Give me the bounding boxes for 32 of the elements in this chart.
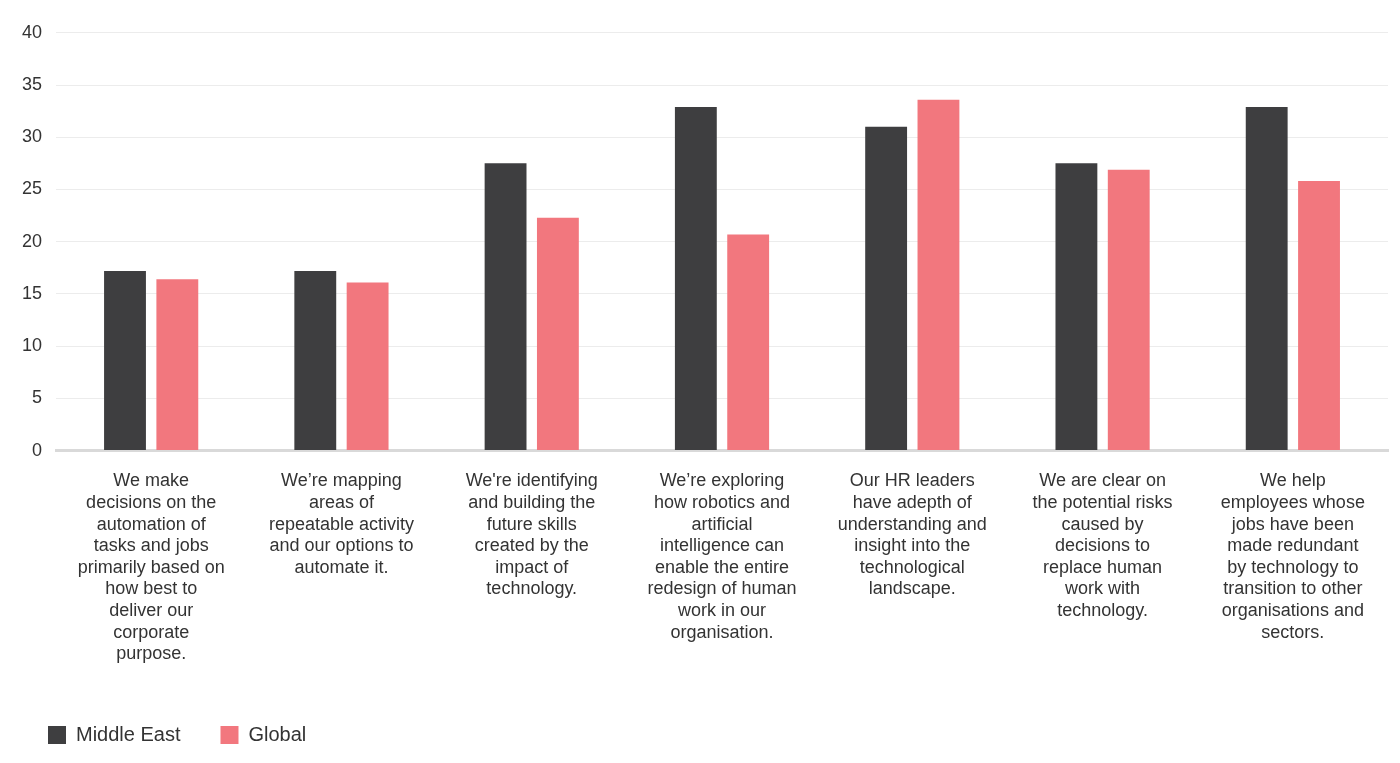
y-tick-label: 35 bbox=[21, 73, 43, 94]
y-tick-label: 40 bbox=[21, 21, 43, 42]
bar bbox=[536, 217, 579, 451]
bar bbox=[104, 270, 146, 451]
y-tick-label: 25 bbox=[21, 178, 43, 199]
bar bbox=[484, 163, 527, 451]
x-tick-label: We’re mapping areas of repeatable activity and our options to automate it. bbox=[268, 470, 414, 577]
bar bbox=[1055, 163, 1098, 451]
category-label: We make decisions on the automation of tasks and jobs primarily based on how best to deliver our corporate purpose. bbox=[77, 470, 225, 664]
legend-label: Middle East bbox=[76, 722, 181, 745]
bar bbox=[727, 234, 770, 451]
bar bbox=[346, 282, 389, 451]
bar bbox=[1107, 169, 1150, 451]
legend-label: Global bbox=[248, 722, 307, 745]
x-tick-label: We are clear on the potential risks caused by decisions to replace human work with technology. bbox=[1032, 470, 1173, 620]
x-tick-label: We help employees whose jobs have been made redundant by technology to transition to other organisations and sectors. bbox=[1220, 470, 1365, 642]
x-tick-label: We’re exploring how robotics and artificial intelligence can enable the entire redesign of human work in our organisation. bbox=[647, 470, 797, 642]
y-tick-label: 10 bbox=[21, 335, 43, 356]
y-tick-label: 20 bbox=[21, 230, 43, 251]
y-tick-label: 0 bbox=[32, 439, 43, 460]
bar bbox=[917, 99, 960, 451]
x-tick-label: We're identifying and building the future skills created by the impact of technology. bbox=[465, 470, 598, 599]
bar bbox=[865, 126, 908, 451]
bar bbox=[1298, 181, 1340, 451]
y-tick-label: 30 bbox=[21, 126, 43, 147]
y-tick-label: 5 bbox=[32, 387, 43, 408]
bar bbox=[294, 270, 337, 451]
bar bbox=[1245, 106, 1288, 451]
bar bbox=[156, 279, 199, 451]
bar bbox=[674, 106, 717, 451]
x-tick-label: Our HR leaders have adepth of understanding and insight into the technological landscape. bbox=[837, 470, 987, 599]
y-tick-label: 15 bbox=[21, 282, 43, 303]
